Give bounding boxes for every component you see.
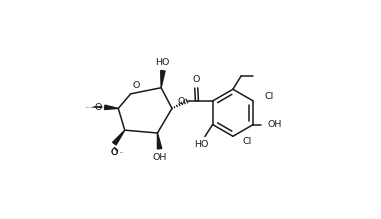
Text: HO: HO <box>194 140 208 149</box>
Text: Methyl: Methyl <box>86 106 91 108</box>
Text: O: O <box>110 148 118 157</box>
Text: Cl: Cl <box>243 137 252 146</box>
Text: O: O <box>178 97 185 106</box>
Text: O: O <box>192 75 200 84</box>
Text: O: O <box>110 148 118 157</box>
Text: Methyl: Methyl <box>92 106 96 108</box>
Text: Methyl: Methyl <box>120 152 125 153</box>
Polygon shape <box>161 71 165 88</box>
Text: OH: OH <box>152 153 167 162</box>
Text: HO: HO <box>155 58 170 67</box>
Text: Cl: Cl <box>264 92 274 101</box>
Text: Methoxy: Methoxy <box>91 107 97 108</box>
Polygon shape <box>113 130 125 145</box>
Polygon shape <box>157 133 162 149</box>
Text: O: O <box>94 103 102 112</box>
Text: OH: OH <box>267 120 282 129</box>
Text: O: O <box>133 81 140 90</box>
Polygon shape <box>105 105 118 110</box>
